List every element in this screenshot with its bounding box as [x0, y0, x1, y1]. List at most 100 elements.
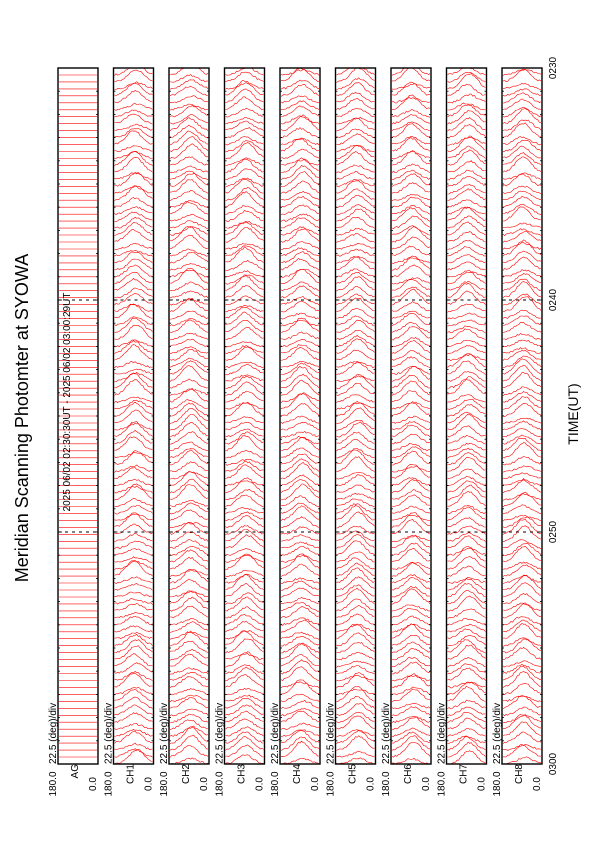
- trace-ch1-36: [114, 316, 153, 326]
- trace-ch5-12: [336, 144, 375, 160]
- trace-ch6-58: [391, 464, 431, 479]
- trace-ch7-22: [447, 215, 486, 229]
- trace-ch7-75: [447, 583, 486, 598]
- trace-ch7-59: [447, 475, 486, 486]
- trace-ch7-28: [447, 261, 486, 271]
- trace-ch4-85: [280, 653, 320, 667]
- trace-ch8-69: [502, 542, 542, 556]
- trace-ch4-7: [280, 115, 320, 125]
- trace-ch1-3: [114, 82, 153, 96]
- trace-ch3-3: [225, 80, 264, 96]
- trace-ch2-56: [169, 449, 209, 466]
- trace-ch4-41: [280, 347, 320, 361]
- trace-ch8-46: [502, 386, 542, 397]
- trace-ch5-65: [336, 511, 375, 529]
- trace-ch6-81: [391, 623, 431, 639]
- trace-ch7-36: [447, 319, 486, 327]
- trace-ch8-50: [502, 417, 542, 424]
- trace-ch7-79: [447, 618, 486, 626]
- trace-ch7-38: [447, 328, 486, 341]
- trace-ch4-50: [280, 415, 320, 424]
- trace-ch3-23: [225, 221, 264, 235]
- trace-ch8-22: [502, 222, 542, 228]
- trace-ch1-4: [114, 90, 153, 104]
- trace-ch8-29: [502, 269, 542, 277]
- trace-ch7-68: [447, 535, 486, 549]
- trace-ch6-36: [391, 312, 431, 327]
- trace-ch2-9: [169, 124, 209, 139]
- trace-ch8-0: [502, 68, 542, 76]
- trace-ch2-4: [169, 95, 209, 104]
- trace-ch8-24: [502, 231, 542, 243]
- trace-ch8-68: [502, 539, 542, 549]
- trace-ch1-84: [114, 645, 153, 660]
- trace-ch1-98: [114, 748, 153, 758]
- trace-ch5-37: [336, 319, 375, 334]
- trace-ch2-82: [169, 631, 209, 647]
- panel-scale-label: 22.5 (deg)/div: [159, 703, 170, 764]
- trace-ch7-61: [447, 484, 486, 501]
- trace-ch3-84: [225, 653, 264, 660]
- trace-ch6-24: [391, 226, 431, 243]
- trace-ch1-9: [114, 128, 153, 138]
- trace-ch5-64: [336, 504, 375, 521]
- trace-ch8-47: [502, 391, 542, 403]
- trace-ch4-6: [280, 105, 320, 118]
- trace-ch6-50: [391, 415, 431, 424]
- trace-ch5-14: [336, 164, 375, 174]
- trace-ch7-82: [447, 635, 486, 647]
- trace-ch5-42: [336, 361, 375, 369]
- trace-ch2-60: [169, 478, 209, 494]
- trace-ch7-51: [447, 413, 486, 430]
- trace-ch6-38: [391, 326, 431, 341]
- trace-ch2-28: [169, 263, 209, 271]
- trace-ch7-94: [447, 717, 486, 730]
- panel-ch8: [501, 67, 543, 765]
- trace-ch4-61: [280, 483, 320, 501]
- panel-ch6: [390, 67, 432, 765]
- trace-ch3-77: [225, 596, 264, 612]
- panel-frame: [501, 67, 543, 765]
- trace-ch3-42: [225, 361, 264, 369]
- trace-ch4-3: [280, 83, 320, 97]
- trace-ch3-27: [225, 246, 264, 263]
- trace-ch8-31: [502, 278, 542, 292]
- trace-ch4-89: [280, 679, 320, 695]
- panel-ymin-label: 0.0: [144, 777, 155, 791]
- trace-ch1-27: [114, 251, 153, 264]
- trace-ch5-30: [336, 271, 375, 284]
- trace-ch2-51: [169, 414, 209, 431]
- trace-ch6-27: [391, 257, 431, 264]
- trace-ch3-37: [225, 320, 264, 333]
- trace-ch3-41: [225, 346, 264, 361]
- trace-ch8-36: [502, 315, 542, 326]
- trace-ch5-98: [336, 750, 375, 758]
- trace-ch3-31: [225, 275, 264, 291]
- trace-ch1-10: [114, 130, 153, 145]
- trace-ch8-17: [502, 185, 542, 194]
- trace-ch7-5: [447, 102, 486, 111]
- trace-ch3-57: [225, 460, 264, 472]
- trace-ch3-74: [225, 574, 264, 591]
- trace-ch6-44: [391, 365, 431, 382]
- panel-ymax-label: 180.0: [270, 771, 281, 796]
- trace-ch3-26: [225, 245, 264, 257]
- trace-ch3-1: [225, 71, 264, 83]
- trace-ch1-82: [114, 634, 153, 647]
- trace-ch8-81: [502, 623, 542, 639]
- trace-ch4-18: [280, 191, 320, 201]
- trace-ch8-10: [502, 136, 542, 146]
- trace-ch3-9: [225, 127, 264, 138]
- trace-ch2-61: [169, 484, 209, 500]
- trace-ch4-51: [280, 421, 320, 431]
- trace-ch7-1: [447, 71, 486, 83]
- trace-ch1-47: [114, 396, 153, 404]
- trace-ch5-62: [336, 498, 375, 508]
- trace-ch4-13: [280, 159, 320, 166]
- trace-ch1-95: [114, 729, 153, 737]
- trace-ch2-88: [169, 676, 209, 688]
- trace-ch3-87: [225, 666, 264, 682]
- trace-ch6-43: [391, 366, 431, 375]
- chart-subtitle: 2025 06/02 02:30:30UT - 2025 06/02 03:00…: [62, 293, 73, 512]
- panel-ch3: [223, 67, 266, 765]
